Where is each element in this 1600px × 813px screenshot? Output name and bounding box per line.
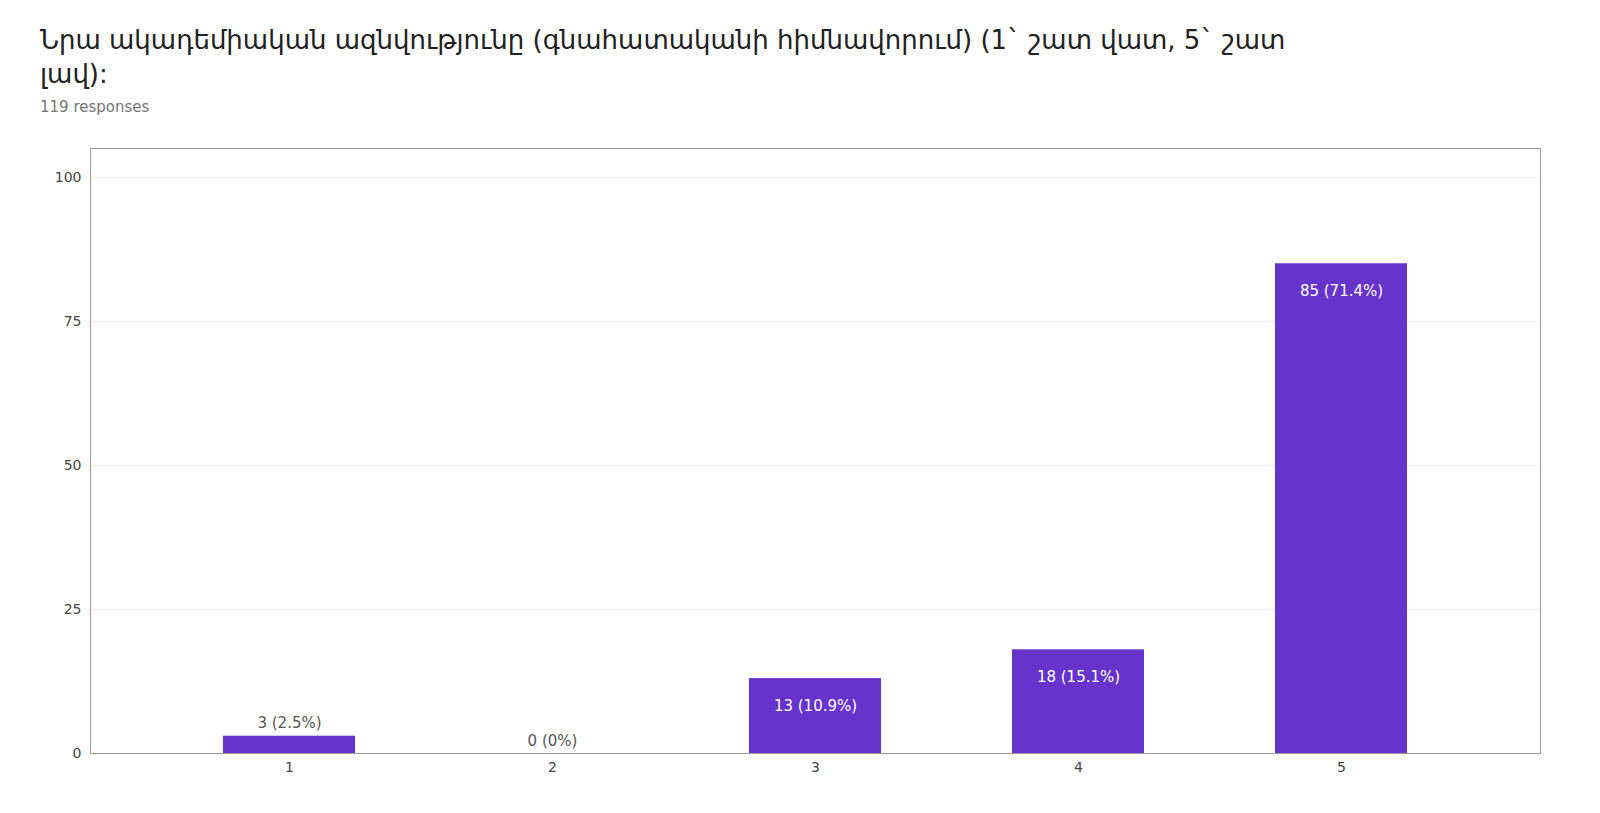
svg-text:0: 0	[73, 745, 82, 761]
svg-text:5: 5	[1337, 759, 1346, 775]
svg-text:18 (15.1%): 18 (15.1%)	[1037, 668, 1120, 686]
svg-text:4: 4	[1074, 759, 1083, 775]
html-text:119 responses: 119 responses	[40, 97, 150, 116]
svg-text:85 (71.4%): 85 (71.4%)	[1300, 282, 1383, 300]
svg-text:25: 25	[64, 601, 82, 617]
svg-text:13 (10.9%): 13 (10.9%)	[774, 697, 857, 715]
html-text:Նրա ակադեմիական ազնվությունը (: Նրա ակադեմիական ազնվությունը (գնահատական…	[40, 25, 1286, 89]
svg-text:1: 1	[285, 759, 294, 775]
svg-text:75: 75	[64, 312, 82, 328]
svg-text:0 (0%): 0 (0%)	[528, 731, 578, 749]
svg-text:50: 50	[64, 456, 82, 472]
svg-text:2: 2	[548, 759, 557, 775]
svg-text:100: 100	[55, 168, 82, 184]
svg-text:3: 3	[811, 759, 820, 775]
svg-text:3 (2.5%): 3 (2.5%)	[257, 714, 321, 732]
